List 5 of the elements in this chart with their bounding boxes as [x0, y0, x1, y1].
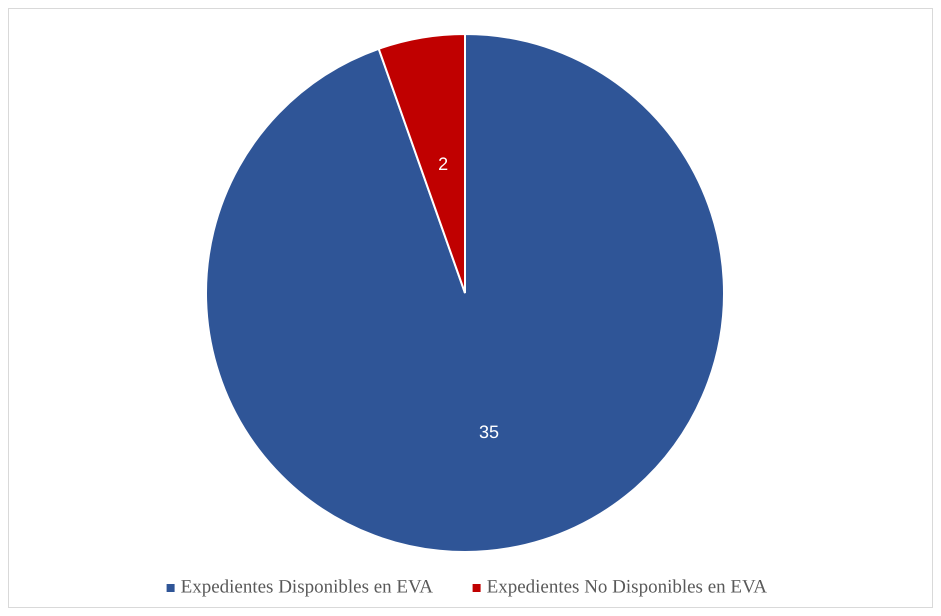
data-label: 35 [479, 422, 500, 442]
legend-label: Expedientes No Disponibles en EVA [486, 576, 768, 598]
pie-slice [205, 33, 725, 553]
data-label: 2 [438, 154, 448, 174]
legend-label: Expedientes Disponibles en EVA [180, 576, 434, 598]
